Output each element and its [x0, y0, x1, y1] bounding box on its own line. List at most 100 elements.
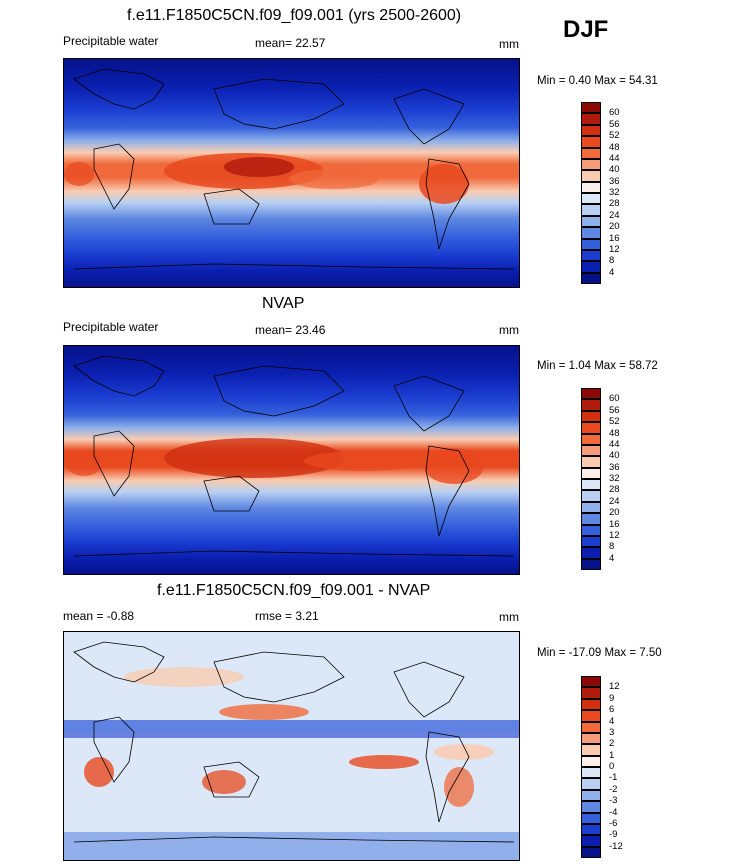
panel-2-colorbar: 60 56 52 48 44 40 36 32 28 24 20 16 12 8 4	[581, 388, 620, 570]
panel-1-colorbar-tick-label: 36	[609, 175, 620, 187]
panel-3-colorbar-tick-label: 6	[609, 704, 615, 716]
panel-1-colorbar-tick-label: 44	[609, 152, 620, 164]
panel-3-colorbar-color-box	[581, 812, 601, 824]
panel-1-colorbar-tick-label: 4	[609, 266, 615, 278]
panel-2-colorbar-color-box	[581, 456, 601, 468]
panel-3-colorbar: 12 9 6 4 3 2 1 0 -1 -2 -3 -4 -6 -9 -12	[581, 676, 623, 858]
panel-1-map	[63, 58, 520, 288]
panel-1-colorbar-tick-label: 40	[609, 164, 620, 176]
panel-2-colorbar-tick-label: 24	[609, 495, 620, 507]
panel-3-map	[63, 631, 520, 861]
panel-3-colorbar-color-box	[581, 823, 601, 836]
panel-2-colorbar-color-box	[581, 410, 601, 423]
season-label: DJF	[563, 16, 609, 43]
panel-3-colorbar-tick-label: 0	[609, 761, 615, 772]
panel-1-colorbar-color-box	[581, 102, 601, 114]
panel-2-colorbar-tick-label: 28	[609, 484, 620, 496]
panel-1-colorbar-tick-label: 60	[609, 107, 620, 119]
panel-1-colorbar-color-box	[581, 215, 601, 228]
panel-3-colorbar-color-box	[581, 767, 601, 779]
panel-3-colorbar-tick-label: -2	[609, 783, 618, 795]
panel-1-colorbar-tick-label: 48	[609, 141, 620, 153]
panel-2-colorbar-color-box	[581, 524, 601, 536]
panel-3-rmse-label: rmse = 3.21	[255, 609, 319, 623]
panel-3-colorbar-tick-label: -6	[609, 817, 618, 829]
panel-3-mean-label: mean = -0.88	[63, 609, 135, 623]
panel-1-colorbar-tick-label: 24	[609, 209, 620, 221]
panel-2-minmax-label: Min = 1.04 Max = 58.72	[537, 360, 658, 372]
panel-1-colorbar-color-box	[581, 193, 601, 205]
panel-2-colorbar-color-box	[581, 547, 601, 559]
panel-1-colorbar-color-box	[581, 113, 601, 125]
panel-3-colorbar-color-box	[581, 687, 601, 699]
panel-3-colorbar-color-box	[581, 732, 601, 745]
panel-3-colorbar-color-box	[581, 846, 601, 858]
panel-2-title: NVAP	[262, 295, 305, 312]
panel-1-colorbar-tick-label: 28	[609, 198, 620, 210]
panel-1-colorbar-tick-label: 12	[609, 243, 620, 255]
panel-3-colorbar-tick-label: 3	[609, 726, 615, 738]
panel-3-colorbar-color-box	[581, 676, 601, 688]
panel-2-colorbar-tick-label: 40	[609, 450, 620, 462]
panel-3-minmax-label: Min = -17.09 Max = 7.50	[537, 647, 662, 659]
panel-3-colorbar-color-box	[581, 778, 601, 790]
panel-2-colorbar-tick-label: 16	[609, 518, 620, 530]
panel-2-colorbar-tick-label: 44	[609, 438, 620, 450]
panel-2-mean-label: mean= 23.46	[255, 323, 326, 337]
panel-2-colorbar-tick-label: 36	[609, 461, 620, 473]
panel-3-colorbar-tick-label: -4	[609, 806, 618, 818]
panel-1-units-label: mm	[499, 37, 519, 51]
panel-1-colorbar-color-box	[581, 272, 601, 284]
panel-2-colorbar-tick-label: 60	[609, 393, 620, 405]
panel-1-variable-label: Precipitable water	[63, 34, 159, 48]
panel-2-colorbar-color-box	[581, 490, 601, 502]
panel-2-colorbar-color-box	[581, 558, 601, 570]
panel-1-minmax-label: Min = 0.40 Max = 54.31	[537, 75, 658, 87]
panel-2-colorbar-tick-label: 20	[609, 507, 620, 519]
panel-1-colorbar-tick-label: 52	[609, 130, 620, 142]
panel-2-map	[63, 345, 520, 575]
panel-3-colorbar-tick-label: -12	[609, 840, 623, 852]
panel-1-colorbar-color-box	[581, 249, 601, 262]
panel-2-colorbar-tick-label: 56	[609, 404, 620, 416]
panel-1-colorbar-tick-label: 32	[609, 187, 620, 198]
panel-3-colorbar-color-box	[581, 744, 601, 756]
panel-2-colorbar-color-box	[581, 433, 601, 445]
panel-2-colorbar-tick-label: 4	[609, 552, 615, 564]
panel-2-variable-label: Precipitable water	[63, 320, 159, 334]
panel-1-colorbar-tick-label: 16	[609, 232, 620, 244]
panel-2-colorbar-tick-label: 48	[609, 427, 620, 439]
panel-1-colorbar-tick-label: 8	[609, 255, 615, 267]
panel-3-colorbar-color-box	[581, 835, 601, 847]
panel-1-colorbar-tick-label: 56	[609, 118, 620, 130]
panel-2-colorbar-tick-label: 8	[609, 541, 615, 553]
panel-3-colorbar-color-box	[581, 755, 601, 767]
panel-1-title: f.e11.F1850C5CN.f09_f09.001 (yrs 2500-26…	[127, 7, 462, 24]
panel-3-colorbar-color-box	[581, 710, 601, 722]
panel-2-colorbar-tick-label: 12	[609, 529, 620, 541]
panel-2-colorbar-color-box	[581, 422, 601, 434]
panel-2-colorbar-color-box	[581, 535, 601, 548]
panel-2-colorbar-color-box	[581, 399, 601, 411]
panel-3-colorbar-tick-label: 1	[609, 749, 615, 761]
panel-2-colorbar-color-box	[581, 467, 601, 479]
panel-3-colorbar-tick-label: -1	[609, 772, 618, 784]
panel-3-colorbar-color-box	[581, 789, 601, 802]
panel-1-colorbar-color-box	[581, 170, 601, 182]
panel-1-colorbar-color-box	[581, 147, 601, 159]
panel-2-colorbar-color-box	[581, 479, 601, 491]
panel-3-colorbar-tick-label: 12	[609, 681, 620, 693]
panel-3-units-label: mm	[499, 610, 519, 624]
panel-3-title: f.e11.F1850C5CN.f09_f09.001 - NVAP	[157, 582, 431, 599]
panel-1-colorbar-color-box	[581, 181, 601, 193]
panel-2-colorbar-color-box	[581, 501, 601, 514]
panel-3-colorbar-tick-label: 9	[609, 692, 615, 704]
panel-1-mean-label: mean= 22.57	[255, 36, 326, 50]
panel-1-colorbar-color-box	[581, 204, 601, 216]
panel-2-colorbar-color-box	[581, 388, 601, 400]
panel-1-colorbar-color-box	[581, 124, 601, 137]
panel-2-colorbar-color-box	[581, 513, 601, 525]
panel-1-colorbar-color-box	[581, 261, 601, 273]
panel-1-colorbar-tick-label: 20	[609, 221, 620, 233]
panel-3-colorbar-tick-label: -9	[609, 829, 618, 841]
